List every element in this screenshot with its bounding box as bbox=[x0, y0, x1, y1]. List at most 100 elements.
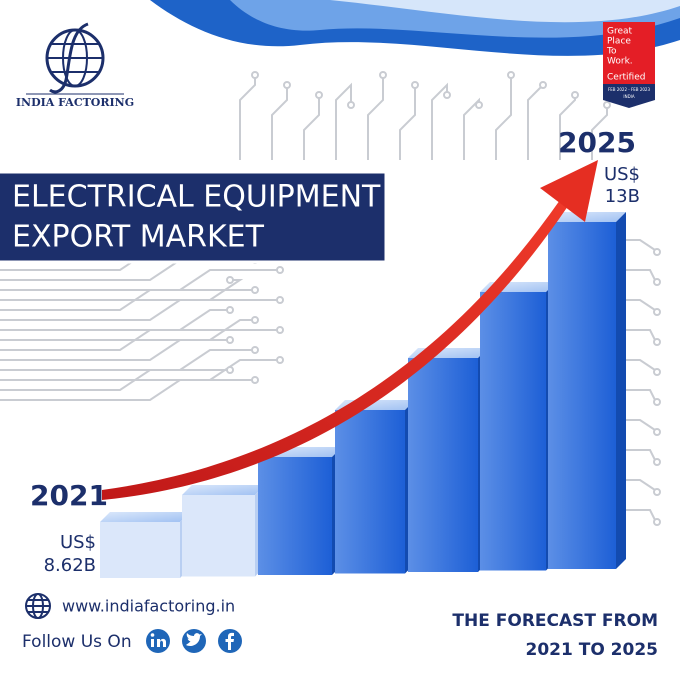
circuit-trace bbox=[0, 269, 280, 291]
circuit-trace bbox=[463, 97, 480, 160]
circuit-node bbox=[653, 308, 661, 316]
title-box: ELECTRICAL EQUIPMENT EXPORT MARKET bbox=[0, 170, 388, 264]
badge-certified: Certified bbox=[607, 73, 645, 83]
circuit-trace bbox=[495, 75, 512, 160]
start-amount: 8.62B bbox=[44, 555, 96, 576]
circuit-trace bbox=[620, 449, 656, 461]
circuit-trace bbox=[367, 75, 384, 160]
circuit-trace bbox=[620, 269, 656, 281]
circuit-node bbox=[539, 81, 547, 89]
circuit-node bbox=[276, 326, 284, 334]
circuit-node bbox=[653, 518, 661, 526]
circuit-node bbox=[315, 91, 323, 99]
circuit-trace bbox=[271, 85, 288, 160]
title-line: ELECTRICAL EQUIPMENT bbox=[12, 180, 381, 215]
circuit-node bbox=[653, 368, 661, 376]
circuit-node bbox=[653, 428, 661, 436]
bar-front bbox=[408, 358, 478, 572]
circuit-trace bbox=[620, 299, 656, 311]
bar-graphic bbox=[100, 212, 626, 578]
circuit-node bbox=[251, 376, 259, 384]
circuit-trace bbox=[620, 509, 656, 521]
badge-line: To bbox=[606, 47, 617, 57]
start-year: 2021 bbox=[30, 479, 108, 512]
logo-name: INDIA FACTORING bbox=[16, 96, 134, 109]
circuit-trace bbox=[0, 349, 255, 371]
circuit-trace bbox=[620, 419, 656, 431]
circuit-node bbox=[653, 458, 661, 466]
circuit-trace bbox=[0, 379, 255, 401]
forecast-line: 2021 TO 2025 bbox=[525, 640, 658, 660]
bar-front bbox=[182, 495, 255, 577]
header-wave bbox=[150, 0, 680, 56]
badge-line: Work. bbox=[607, 57, 633, 67]
end-amount: 13B bbox=[605, 186, 640, 207]
bar-top bbox=[100, 512, 190, 522]
circuit-node bbox=[571, 91, 579, 99]
facebook-icon[interactable] bbox=[218, 629, 242, 653]
circuit-trace bbox=[620, 479, 656, 491]
forecast-line: THE FORECAST FROM bbox=[452, 611, 658, 631]
badge-line: Great bbox=[607, 27, 633, 37]
circuit-trace bbox=[620, 239, 656, 251]
circuit-node bbox=[603, 101, 611, 109]
linkedin-icon[interactable] bbox=[146, 629, 170, 653]
twitter-icon[interactable] bbox=[182, 629, 206, 653]
end-year: 2025 bbox=[558, 126, 636, 159]
circuit-trace bbox=[335, 82, 352, 160]
bar-front bbox=[548, 222, 616, 569]
circuit-trace bbox=[0, 339, 230, 361]
circuit-node bbox=[653, 338, 661, 346]
bar-front bbox=[258, 457, 332, 575]
circuit-node bbox=[653, 398, 661, 406]
circuit-node bbox=[347, 101, 355, 109]
circuit-node bbox=[507, 71, 515, 79]
bar-front bbox=[335, 410, 405, 574]
follow-label: Follow Us On bbox=[22, 632, 132, 652]
bar-top bbox=[548, 212, 626, 222]
bar-top bbox=[182, 485, 265, 495]
circuit-node bbox=[276, 266, 284, 274]
circuit-trace bbox=[0, 369, 230, 391]
growth-arrow bbox=[102, 160, 598, 500]
circuit-node bbox=[653, 248, 661, 256]
circuit-trace bbox=[0, 329, 280, 351]
circuit-node bbox=[379, 71, 387, 79]
badge-period: FEB 2022 - FEB 2023 bbox=[608, 87, 650, 92]
circuit-node bbox=[251, 71, 259, 79]
circuit-node bbox=[276, 296, 284, 304]
circuit-node bbox=[411, 81, 419, 89]
badge-country: INDIA bbox=[623, 94, 634, 99]
end-currency: US$ bbox=[604, 164, 640, 185]
certification-badge: Great Place To Work. Certified FEB 2022 … bbox=[603, 22, 655, 108]
circuit-trace bbox=[239, 75, 256, 160]
website[interactable]: www.indiafactoring.in bbox=[62, 597, 235, 616]
circuit-trace bbox=[0, 299, 280, 321]
circuit-node bbox=[443, 91, 451, 99]
circuit-node bbox=[251, 346, 259, 354]
bar-front bbox=[100, 522, 180, 578]
circuit-node bbox=[475, 101, 483, 109]
circuit-trace bbox=[303, 95, 320, 160]
circuit-background bbox=[0, 71, 661, 526]
circuit-trace bbox=[431, 82, 448, 160]
circuit-node bbox=[653, 278, 661, 286]
circuit-node bbox=[251, 316, 259, 324]
circuit-node bbox=[276, 356, 284, 364]
circuit-node bbox=[283, 81, 291, 89]
logo: INDIA FACTORING bbox=[16, 22, 134, 109]
globe-icon bbox=[25, 593, 51, 619]
bar-side bbox=[616, 212, 626, 569]
circuit-node bbox=[251, 286, 259, 294]
circuit-trace bbox=[620, 359, 656, 371]
badge-line: Place bbox=[607, 37, 631, 47]
circuit-node bbox=[226, 276, 234, 284]
circuit-trace bbox=[399, 85, 416, 160]
circuit-trace bbox=[620, 389, 656, 401]
circuit-trace bbox=[0, 309, 230, 331]
circuit-node bbox=[226, 336, 234, 344]
circuit-trace bbox=[527, 84, 544, 160]
start-currency: US$ bbox=[60, 532, 96, 553]
circuit-trace bbox=[0, 289, 255, 311]
